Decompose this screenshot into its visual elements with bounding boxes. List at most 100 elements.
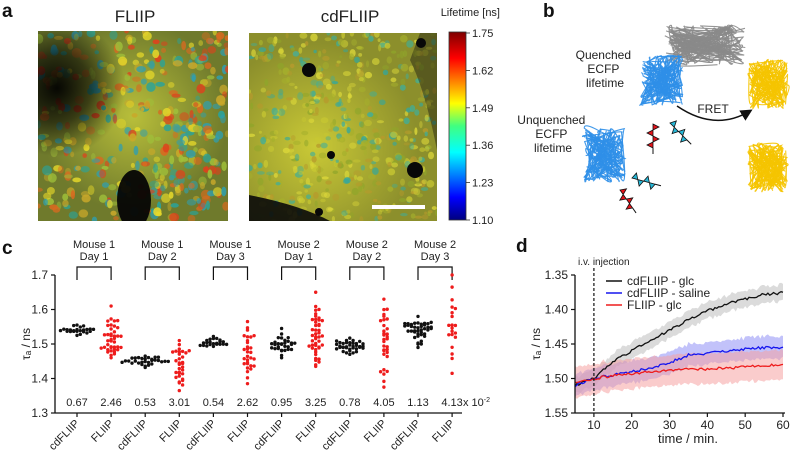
red-photon-wave-icon	[619, 188, 637, 214]
c-data-point	[177, 342, 181, 347]
cell	[345, 159, 353, 165]
cell	[322, 78, 331, 86]
cell	[345, 112, 349, 120]
cell	[409, 138, 414, 142]
cell	[249, 92, 253, 100]
cell	[249, 133, 256, 138]
cell	[358, 53, 363, 57]
cell	[365, 33, 371, 37]
c-data-point	[153, 355, 157, 359]
cell	[263, 159, 269, 168]
group-label-mouse: Mouse 1	[209, 239, 251, 251]
cell	[367, 106, 372, 111]
cell	[413, 49, 418, 57]
c-cv-annotation: 4.05	[373, 397, 394, 409]
c-data-point	[109, 345, 113, 349]
cell	[320, 191, 328, 198]
cell	[415, 78, 421, 84]
d-y-tick-label: 1.40	[545, 303, 569, 317]
c-data-point	[279, 356, 284, 360]
c-data-point	[146, 360, 151, 365]
cell	[354, 107, 362, 115]
cell	[358, 76, 364, 82]
cell	[399, 198, 407, 203]
cell	[316, 143, 322, 148]
cell	[371, 161, 377, 165]
cell	[268, 44, 275, 53]
c-data-point	[218, 338, 222, 342]
eyfp-fret-icon	[747, 58, 790, 110]
c-data-point	[249, 335, 253, 339]
d-y-tick-label: 1.55	[545, 406, 569, 420]
c-x-tick-label: FLIIP	[430, 418, 457, 445]
c-data-point	[453, 335, 458, 339]
cell	[356, 70, 365, 78]
cell	[267, 52, 274, 60]
cell	[271, 107, 278, 116]
c-data-point	[112, 324, 117, 328]
c-data-point	[382, 307, 386, 312]
protein-strand	[747, 151, 785, 193]
cell	[335, 63, 340, 67]
protein-strand	[585, 137, 624, 175]
c-data-point	[385, 335, 389, 339]
cell	[292, 165, 298, 174]
cell	[414, 215, 423, 219]
cell	[318, 152, 327, 159]
cell	[323, 192, 331, 199]
c-x-tick-label: cdFLIIP	[115, 418, 150, 453]
c-data-point	[416, 341, 420, 345]
c-data-point	[416, 321, 420, 325]
c-data-point	[109, 353, 113, 358]
c-data-point	[310, 346, 315, 350]
c-data-point	[72, 323, 76, 328]
cell	[432, 49, 437, 53]
c-x-tick-label: FLIIP	[226, 418, 253, 445]
c-data-point	[450, 356, 454, 361]
wave-tail	[632, 207, 637, 214]
cell	[400, 178, 405, 186]
c-data-point	[208, 340, 212, 344]
cell	[320, 117, 329, 124]
panel-label-d: d	[516, 236, 528, 257]
cell	[382, 69, 389, 76]
cell	[430, 33, 436, 37]
cell	[310, 33, 318, 42]
cell	[420, 187, 429, 192]
c-data-point	[286, 335, 290, 340]
cell	[356, 176, 364, 181]
cell	[301, 92, 310, 97]
c-data-point	[450, 371, 454, 376]
cell	[399, 84, 406, 91]
cell	[421, 214, 429, 220]
c-data-point	[348, 340, 352, 345]
c-data-point	[180, 368, 185, 372]
cell	[363, 119, 372, 127]
c-data-point	[249, 350, 253, 355]
cell	[378, 99, 386, 106]
cell	[261, 55, 268, 63]
c-data-point	[409, 324, 414, 329]
cell	[414, 127, 418, 136]
c-data-point	[419, 324, 423, 329]
c-data-point	[177, 361, 181, 365]
cell	[290, 47, 295, 51]
cell	[387, 162, 392, 167]
cell	[417, 97, 426, 102]
cell	[345, 148, 349, 152]
c-data-point	[416, 314, 420, 319]
c-data-point	[416, 334, 420, 338]
c-data-point	[245, 381, 250, 386]
c-data-point	[116, 325, 120, 330]
c-data-point	[245, 350, 250, 354]
cell	[269, 194, 274, 200]
c-data-point	[112, 340, 117, 344]
c-data-point	[245, 339, 250, 343]
c-data-point	[344, 346, 349, 350]
protein-strand	[657, 55, 683, 106]
unquenched-ecfp-label: Unquenched ECFP lifetime	[517, 113, 588, 155]
cell	[296, 191, 303, 195]
wave-fill	[631, 172, 656, 191]
cell	[421, 179, 427, 185]
